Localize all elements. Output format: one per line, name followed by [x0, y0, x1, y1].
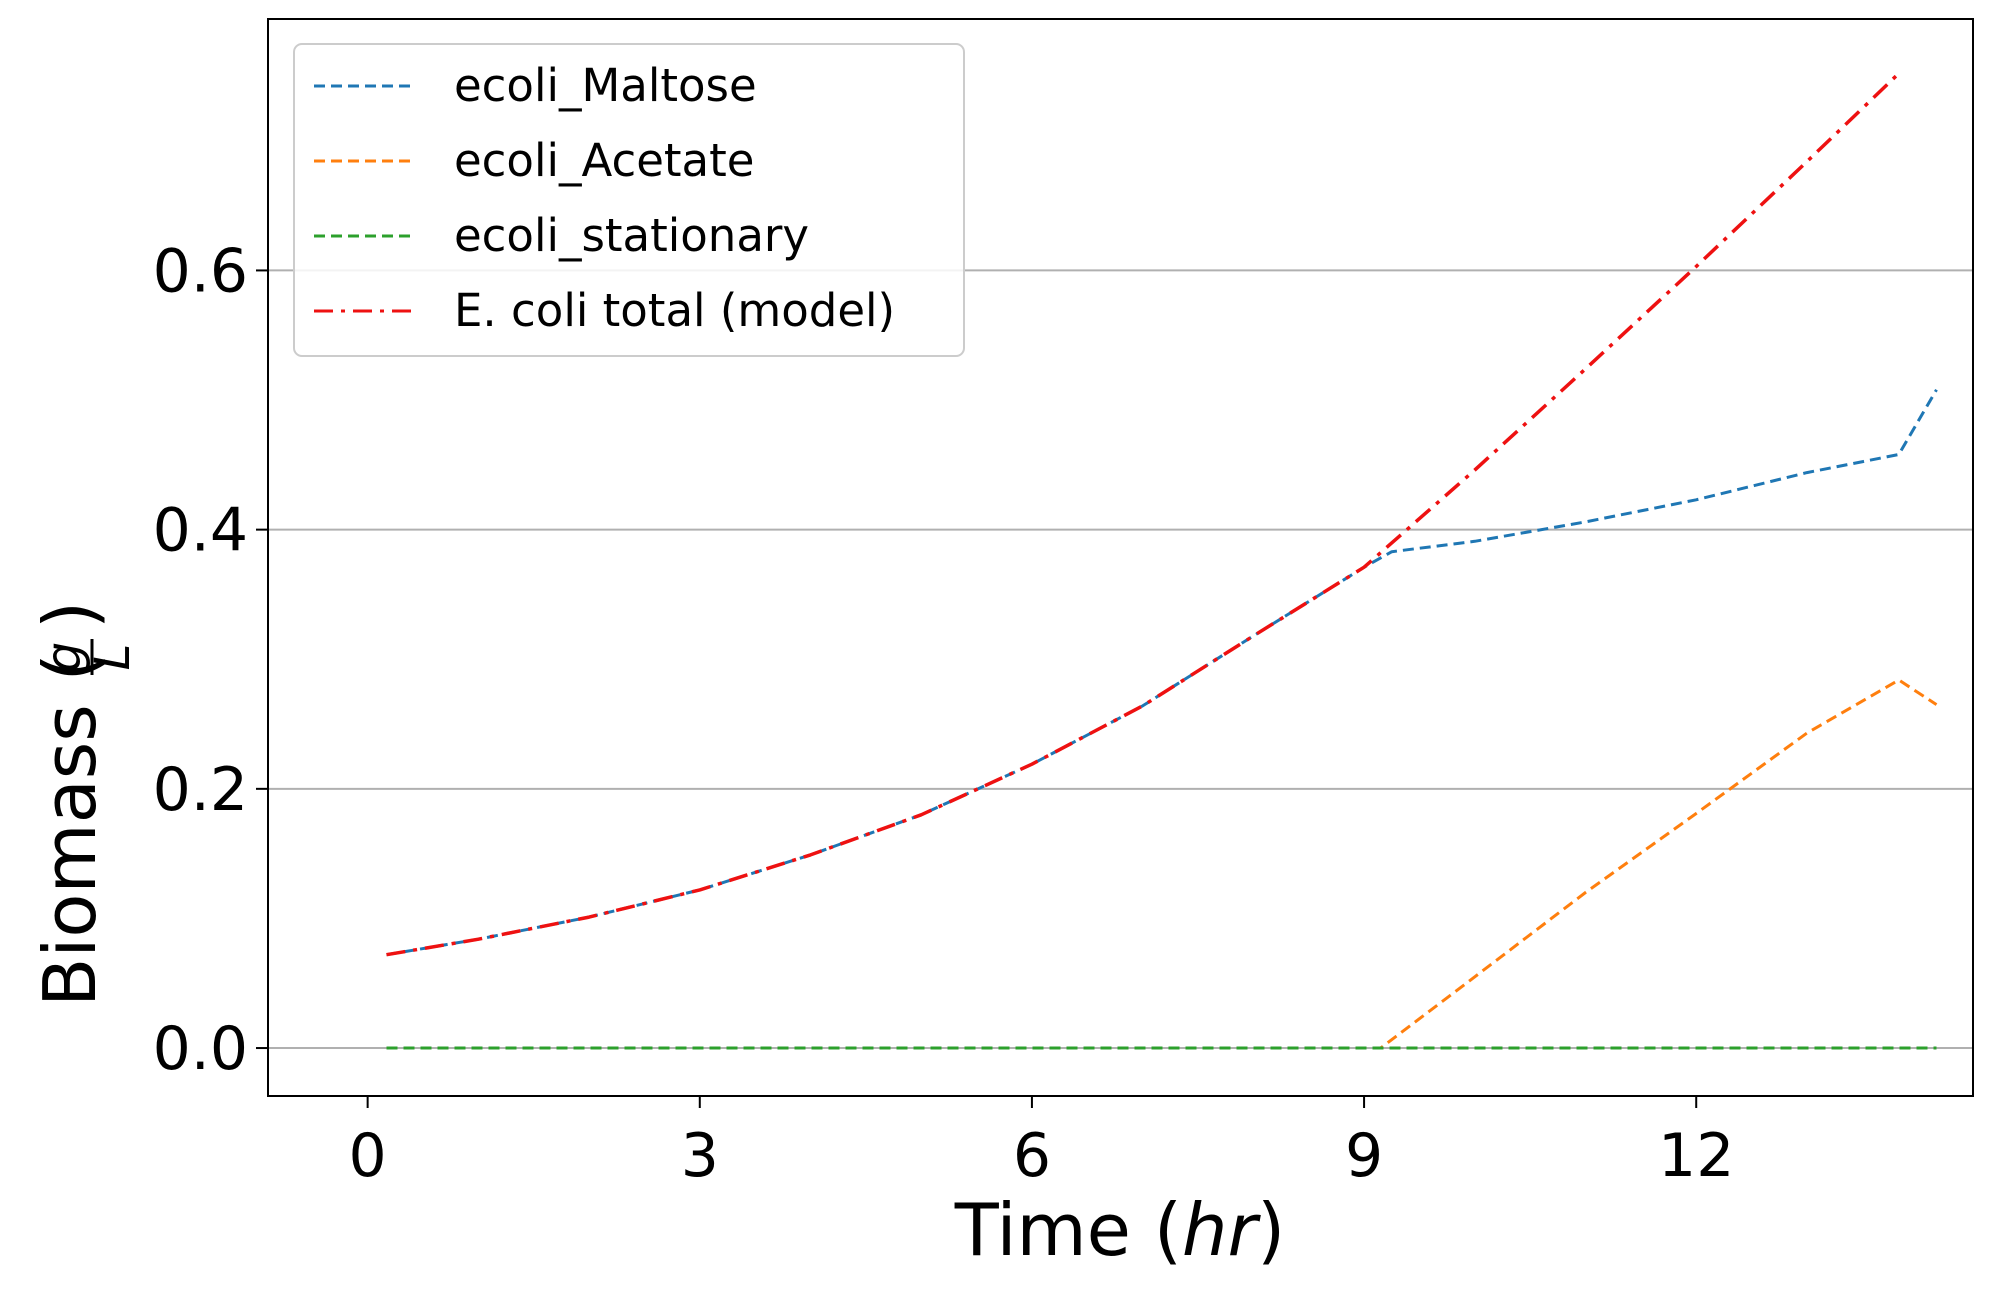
x-tick-label-2: 6: [1013, 1121, 1051, 1191]
y-axis-label-text: Biomass (: [28, 653, 112, 1007]
x-tick-label-0: 0: [349, 1121, 387, 1191]
x-tick-label-4: 12: [1658, 1121, 1734, 1191]
x-tick-label-1: 3: [681, 1121, 719, 1191]
y-tick-label-3: 0.6: [153, 236, 248, 306]
y-axis-label: Biomass ( g L ): [28, 601, 141, 1007]
x-axis-label-unit: hr: [1182, 1188, 1262, 1272]
legend-entries: ecoli_Maltose ecoli_Acetate ecoli_stationa…: [314, 59, 895, 337]
x-axis-label-close: ): [1257, 1188, 1285, 1272]
x-axis-ticks: 0 3 6 9 12: [349, 1096, 1734, 1191]
plot-frame: [267, 18, 1974, 1097]
series-line-ecoli-acetate: [386, 678, 1938, 1050]
x-axis-label: Time (hr): [954, 1188, 1286, 1272]
legend-label-e-coli-total-model-: E. coli total (model): [454, 284, 895, 337]
svg-text:Biomass (: Biomass (: [28, 653, 112, 1007]
y-axis-label-close: ): [28, 601, 112, 629]
legend-label-ecoli-maltose: ecoli_Maltose: [454, 59, 757, 112]
y-tick-label-1: 0.2: [153, 755, 248, 825]
series-line-e-coli-total-model-: [386, 72, 1901, 957]
y-axis-label-denominator: L: [85, 644, 141, 671]
x-axis-label-text: Time (: [954, 1188, 1182, 1272]
y-tick-label-0: 0.0: [153, 1014, 248, 1084]
legend-label-ecoli-stationary: ecoli_stationary: [454, 209, 809, 262]
plot-series: [386, 72, 1938, 1050]
legend-box: [293, 43, 965, 357]
x-tick-label-3: 9: [1345, 1121, 1383, 1191]
legend: ecoli_Maltose ecoli_Acetate ecoli_stationa…: [293, 43, 965, 357]
y-axis-ticks: 0.0 0.2 0.4 0.6: [153, 236, 268, 1084]
y-tick-label-2: 0.4: [153, 496, 248, 566]
y-axis-label-numerator: g: [36, 642, 92, 672]
legend-label-ecoli-acetate: ecoli_Acetate: [454, 134, 754, 187]
